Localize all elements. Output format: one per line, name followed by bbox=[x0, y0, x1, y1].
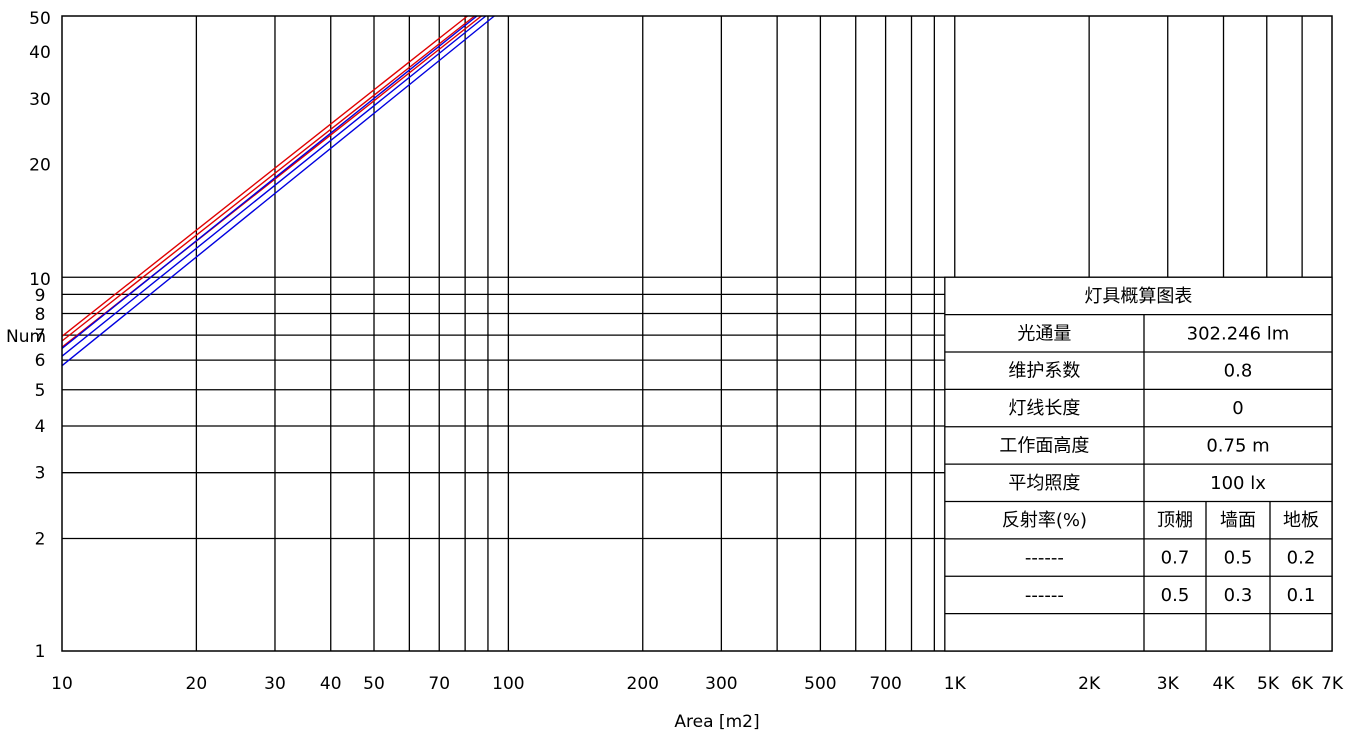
x-tick-label: 6K bbox=[1291, 674, 1314, 694]
x-tick-label: 3K bbox=[1157, 674, 1180, 694]
x-tick-label: 500 bbox=[804, 674, 836, 694]
y-tick-label: 10 bbox=[29, 270, 51, 290]
x-tick-label: 20 bbox=[186, 674, 208, 694]
x-tick-label: 2K bbox=[1078, 674, 1101, 694]
y-tick-label: 20 bbox=[29, 156, 51, 176]
reflect-legend: ------ bbox=[1025, 585, 1064, 606]
reflect-value: 0.2 bbox=[1287, 548, 1316, 569]
series-line bbox=[61, 15, 495, 367]
x-tick-label: 200 bbox=[627, 674, 659, 694]
y-tick-label: 6 bbox=[35, 351, 46, 371]
y-tick-label: 7 bbox=[35, 326, 46, 346]
y-axis-title: Num bbox=[6, 327, 46, 347]
x-tick-label: 7K bbox=[1321, 674, 1344, 694]
table-row-label: 光通量 bbox=[1017, 323, 1071, 344]
table-row-value: 0.75 m bbox=[1206, 435, 1269, 456]
x-tick-label: 700 bbox=[869, 674, 901, 694]
reflect-col-header: 顶棚 bbox=[1157, 510, 1193, 531]
reflect-col-header: 墙面 bbox=[1220, 510, 1256, 531]
table-row-value: 100 lx bbox=[1210, 473, 1266, 494]
y-tick-label: 8 bbox=[35, 305, 46, 325]
table-title: 灯具概算图表 bbox=[1084, 286, 1192, 307]
reflect-value: 0.5 bbox=[1161, 585, 1190, 606]
series-line bbox=[61, 15, 487, 357]
series-line bbox=[61, 15, 468, 337]
grid-lines bbox=[62, 16, 1332, 651]
table-row-label: 工作面高度 bbox=[999, 435, 1089, 456]
x-tick-label: 10 bbox=[51, 674, 73, 694]
y-tick-label: 4 bbox=[35, 417, 46, 437]
y-tick-label: 50 bbox=[29, 9, 51, 29]
x-tick-label: 40 bbox=[320, 674, 342, 694]
table-row-value: 302.246 lm bbox=[1187, 323, 1290, 344]
x-tick-labels: 10 20 30 40 50 70 100 200 300 500 700 1K 2K 3K 4K 5K 6K 7… bbox=[51, 674, 1344, 694]
x-tick-label: 100 bbox=[492, 674, 524, 694]
x-tick-label: 30 bbox=[264, 674, 286, 694]
table-row-label: 维护系数 bbox=[1008, 361, 1080, 382]
y-tick-label: 9 bbox=[35, 286, 46, 306]
series-line bbox=[61, 15, 476, 342]
reflect-value: 0.3 bbox=[1224, 585, 1253, 606]
y-tick-label: 2 bbox=[35, 529, 46, 549]
x-tick-label: 50 bbox=[363, 674, 385, 694]
series-lines bbox=[61, 15, 495, 367]
series-line bbox=[61, 15, 478, 349]
reflect-col-header: 地板 bbox=[1283, 510, 1319, 531]
x-tick-label: 70 bbox=[428, 674, 450, 694]
reflect-header-label: 反射率(%) bbox=[1002, 510, 1087, 531]
table-row-value: 0.8 bbox=[1224, 361, 1253, 382]
x-tick-label: 1K bbox=[944, 674, 967, 694]
y-tick-label: 5 bbox=[35, 381, 46, 401]
reflect-legend: ------ bbox=[1025, 548, 1064, 569]
reflect-value: 0.5 bbox=[1224, 548, 1253, 569]
table-row-value: 0 bbox=[1232, 398, 1243, 419]
x-tick-label: 5K bbox=[1257, 674, 1280, 694]
table-row-label: 平均照度 bbox=[1008, 473, 1080, 494]
reflect-value: 0.1 bbox=[1287, 585, 1316, 606]
table-row-label: 灯线长度 bbox=[1008, 398, 1080, 419]
y-tick-label: 1 bbox=[35, 642, 46, 662]
reflect-value: 0.7 bbox=[1161, 548, 1190, 569]
y-tick-label: 3 bbox=[35, 464, 46, 484]
x-axis-title: Area [m2] bbox=[674, 712, 759, 732]
y-tick-label: 30 bbox=[29, 90, 51, 110]
x-tick-label: 300 bbox=[705, 674, 737, 694]
x-tick-label: 4K bbox=[1213, 674, 1236, 694]
y-tick-label: 40 bbox=[29, 43, 51, 63]
